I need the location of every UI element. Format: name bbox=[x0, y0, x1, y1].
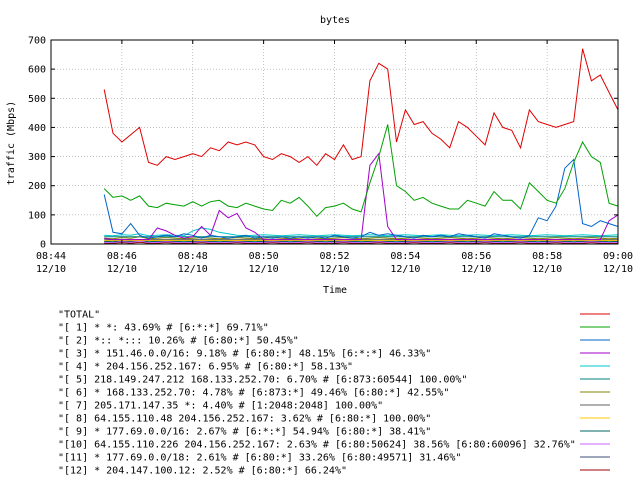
series-line-9 bbox=[104, 239, 619, 243]
series-line-0 bbox=[103, 48, 619, 167]
x-tick-label-date: 12/10 bbox=[461, 264, 491, 275]
series-line-12 bbox=[104, 241, 618, 244]
y-tick-label: 400 bbox=[28, 123, 46, 134]
x-tick-label-time: 08:56 bbox=[461, 251, 491, 262]
x-tick-label-time: 08:52 bbox=[319, 251, 349, 262]
x-axis-label: Time bbox=[323, 285, 347, 296]
axis-ticks: 0 100 200 300 400 500 600 700 08:44 12/10 08:46 12/… bbox=[28, 36, 633, 276]
x-tick-label-time: 09:00 bbox=[603, 251, 633, 262]
x-tick-label-date: 12/10 bbox=[178, 264, 208, 275]
x-tick-label-date: 12/10 bbox=[603, 264, 633, 275]
legend-label: "[ 2] *:: *::: 10.26% # [6:80:*] 50.45%" bbox=[58, 336, 299, 347]
y-tick-label: 0 bbox=[40, 240, 46, 251]
x-tick-label-date: 12/10 bbox=[107, 264, 137, 275]
x-tick-label-time: 08:48 bbox=[178, 251, 208, 262]
x-tick-label-time: 08:54 bbox=[390, 251, 420, 262]
legend-label: "[ 5] 218.149.247.212 168.133.252.70: 6.… bbox=[58, 375, 467, 386]
y-tick-label: 600 bbox=[28, 65, 46, 76]
series-line-1 bbox=[103, 124, 619, 218]
x-tick-label-date: 12/10 bbox=[249, 264, 279, 275]
x-tick-label-date: 12/10 bbox=[319, 264, 349, 275]
y-tick-label: 300 bbox=[28, 152, 46, 163]
legend-label: "[10] 64.155.110.226 204.156.252.167: 2.… bbox=[58, 440, 576, 451]
legend: "TOTAL" "[ 1] * *: 43.69% # [6:*:*] 69.71… bbox=[58, 310, 610, 477]
grid bbox=[51, 40, 618, 244]
legend-label: "[ 4] * 204.156.252.167: 6.95% # [6:80:*… bbox=[58, 362, 353, 373]
legend-label: "[ 3] * 151.46.0.0/16: 9.18% # [6:80:*] … bbox=[58, 349, 431, 360]
y-axis-label: traffic (Mbps) bbox=[6, 101, 17, 185]
series-line-3 bbox=[104, 152, 619, 241]
legend-label: "[ 7] 205.171.147.35 *: 4.40% # [1:2048:… bbox=[58, 401, 383, 412]
legend-label: "[ 6] * 168.133.252.70: 4.78% # [6:873:*… bbox=[58, 388, 449, 399]
x-tick-label-time: 08:44 bbox=[36, 251, 66, 262]
legend-label: "[11] * 177.69.0.0/18: 2.61% # [6:80:*] … bbox=[58, 453, 461, 464]
y-tick-label: 500 bbox=[28, 94, 46, 105]
legend-label: "TOTAL" bbox=[58, 310, 100, 321]
y-tick-label: 200 bbox=[28, 181, 46, 192]
x-tick-label-date: 12/10 bbox=[36, 264, 66, 275]
x-tick-label-date: 12/10 bbox=[532, 264, 562, 275]
x-tick-label-date: 12/10 bbox=[390, 264, 420, 275]
series-line-10 bbox=[104, 240, 618, 244]
legend-label: "[12] * 204.147.100.12: 2.52% # [6:80:*]… bbox=[58, 466, 347, 477]
series-lines bbox=[103, 48, 619, 244]
legend-label: "[ 1] * *: 43.69% # [6:*:*] 69.71%" bbox=[58, 323, 269, 334]
legend-label: "[ 9] * 177.69.0.0/16: 2.67% # [6:*:*] 5… bbox=[58, 427, 431, 438]
y-tick-label: 700 bbox=[28, 36, 46, 47]
x-tick-label-time: 08:50 bbox=[249, 251, 279, 262]
x-tick-label-time: 08:58 bbox=[532, 251, 562, 262]
series-line-2 bbox=[103, 158, 619, 239]
y-tick-label: 100 bbox=[28, 210, 46, 221]
series-line-4 bbox=[104, 227, 619, 237]
x-tick-label-time: 08:46 bbox=[107, 251, 137, 262]
legend-label: "[ 8] 64.155.110.48 204.156.252.167: 3.6… bbox=[58, 414, 431, 425]
chart-title: bytes bbox=[320, 15, 350, 26]
